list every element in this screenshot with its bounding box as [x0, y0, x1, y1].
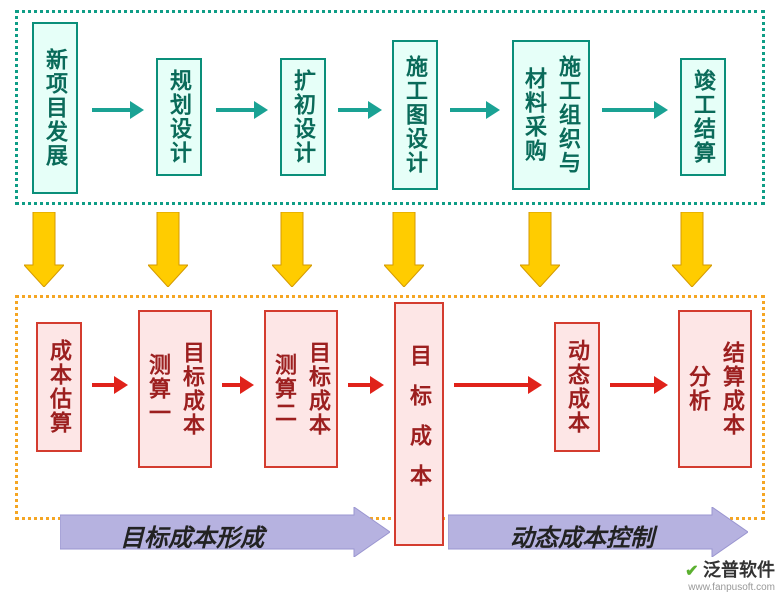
node-text-col2: 目标成本 — [302, 341, 334, 437]
watermark-url: www.fanpusoft.com — [685, 582, 775, 593]
top-arrow-2 — [338, 101, 382, 119]
down-arrow-0 — [24, 212, 64, 287]
bottom-stage-container — [15, 295, 765, 520]
bottom-arrow-0 — [92, 376, 128, 394]
bottom-node-3: 目标成本 — [394, 302, 444, 546]
top-node-3: 施工图设计 — [392, 40, 438, 190]
bottom-node-1: 测算一目标成本 — [138, 310, 212, 468]
node-text-col1: 分析 — [682, 365, 714, 413]
node-text-col2: 结算成本 — [716, 341, 748, 437]
node-text-col1: 材料采购 — [518, 67, 550, 163]
top-arrow-4 — [602, 101, 668, 119]
watermark-text: ✔ 泛普软件 — [685, 556, 775, 582]
top-node-1: 规划设计 — [156, 58, 202, 176]
node-text-col2: 施工组织与 — [552, 55, 584, 175]
bottom-arrow-4 — [610, 376, 668, 394]
bottom-node-2: 测算二目标成本 — [264, 310, 338, 468]
down-arrow-4 — [520, 212, 560, 287]
watermark: ✔ 泛普软件 www.fanpusoft.com — [685, 556, 775, 593]
down-arrow-3 — [384, 212, 424, 287]
top-node-5: 竣工结算 — [680, 58, 726, 176]
node-text-col1: 测算二 — [268, 353, 300, 425]
section-label-1: 动态成本控制 — [510, 518, 654, 553]
section-label-0: 目标成本形成 — [120, 518, 264, 553]
bottom-node-5: 分析结算成本 — [678, 310, 752, 468]
bottom-arrow-1 — [222, 376, 254, 394]
top-arrow-3 — [450, 101, 500, 119]
down-arrow-5 — [672, 212, 712, 287]
bottom-node-4: 动态成本 — [554, 322, 600, 452]
top-node-4: 材料采购施工组织与 — [512, 40, 590, 190]
top-arrow-0 — [92, 101, 144, 119]
node-text-col2: 目标成本 — [176, 341, 208, 437]
down-arrow-2 — [272, 212, 312, 287]
top-node-2: 扩初设计 — [280, 58, 326, 176]
bottom-node-0: 成本估算 — [36, 322, 82, 452]
top-arrow-1 — [216, 101, 268, 119]
node-text-col1: 测算一 — [142, 353, 174, 425]
bottom-arrow-3 — [454, 376, 542, 394]
bottom-arrow-2 — [348, 376, 384, 394]
top-node-0: 新项目发展 — [32, 22, 78, 194]
down-arrow-1 — [148, 212, 188, 287]
